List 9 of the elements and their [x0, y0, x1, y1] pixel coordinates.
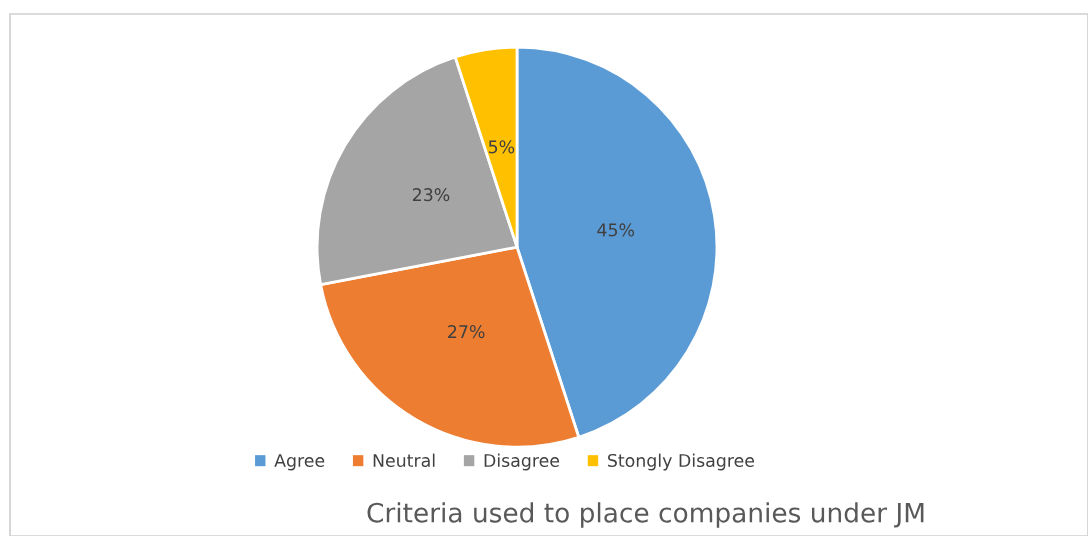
data-label: 45% — [597, 223, 635, 237]
legend-label: Agree — [274, 454, 325, 471]
legend-label: Disagree — [484, 453, 560, 471]
legend-label: Neutral — [373, 453, 435, 468]
text: Criteria used to place companies under JM — [367, 502, 924, 528]
legend-label: Stongly Disagree — [608, 453, 755, 471]
data-label: 5% — [488, 140, 515, 154]
data-label: 23% — [412, 188, 450, 202]
data-label: 27% — [448, 325, 485, 339]
